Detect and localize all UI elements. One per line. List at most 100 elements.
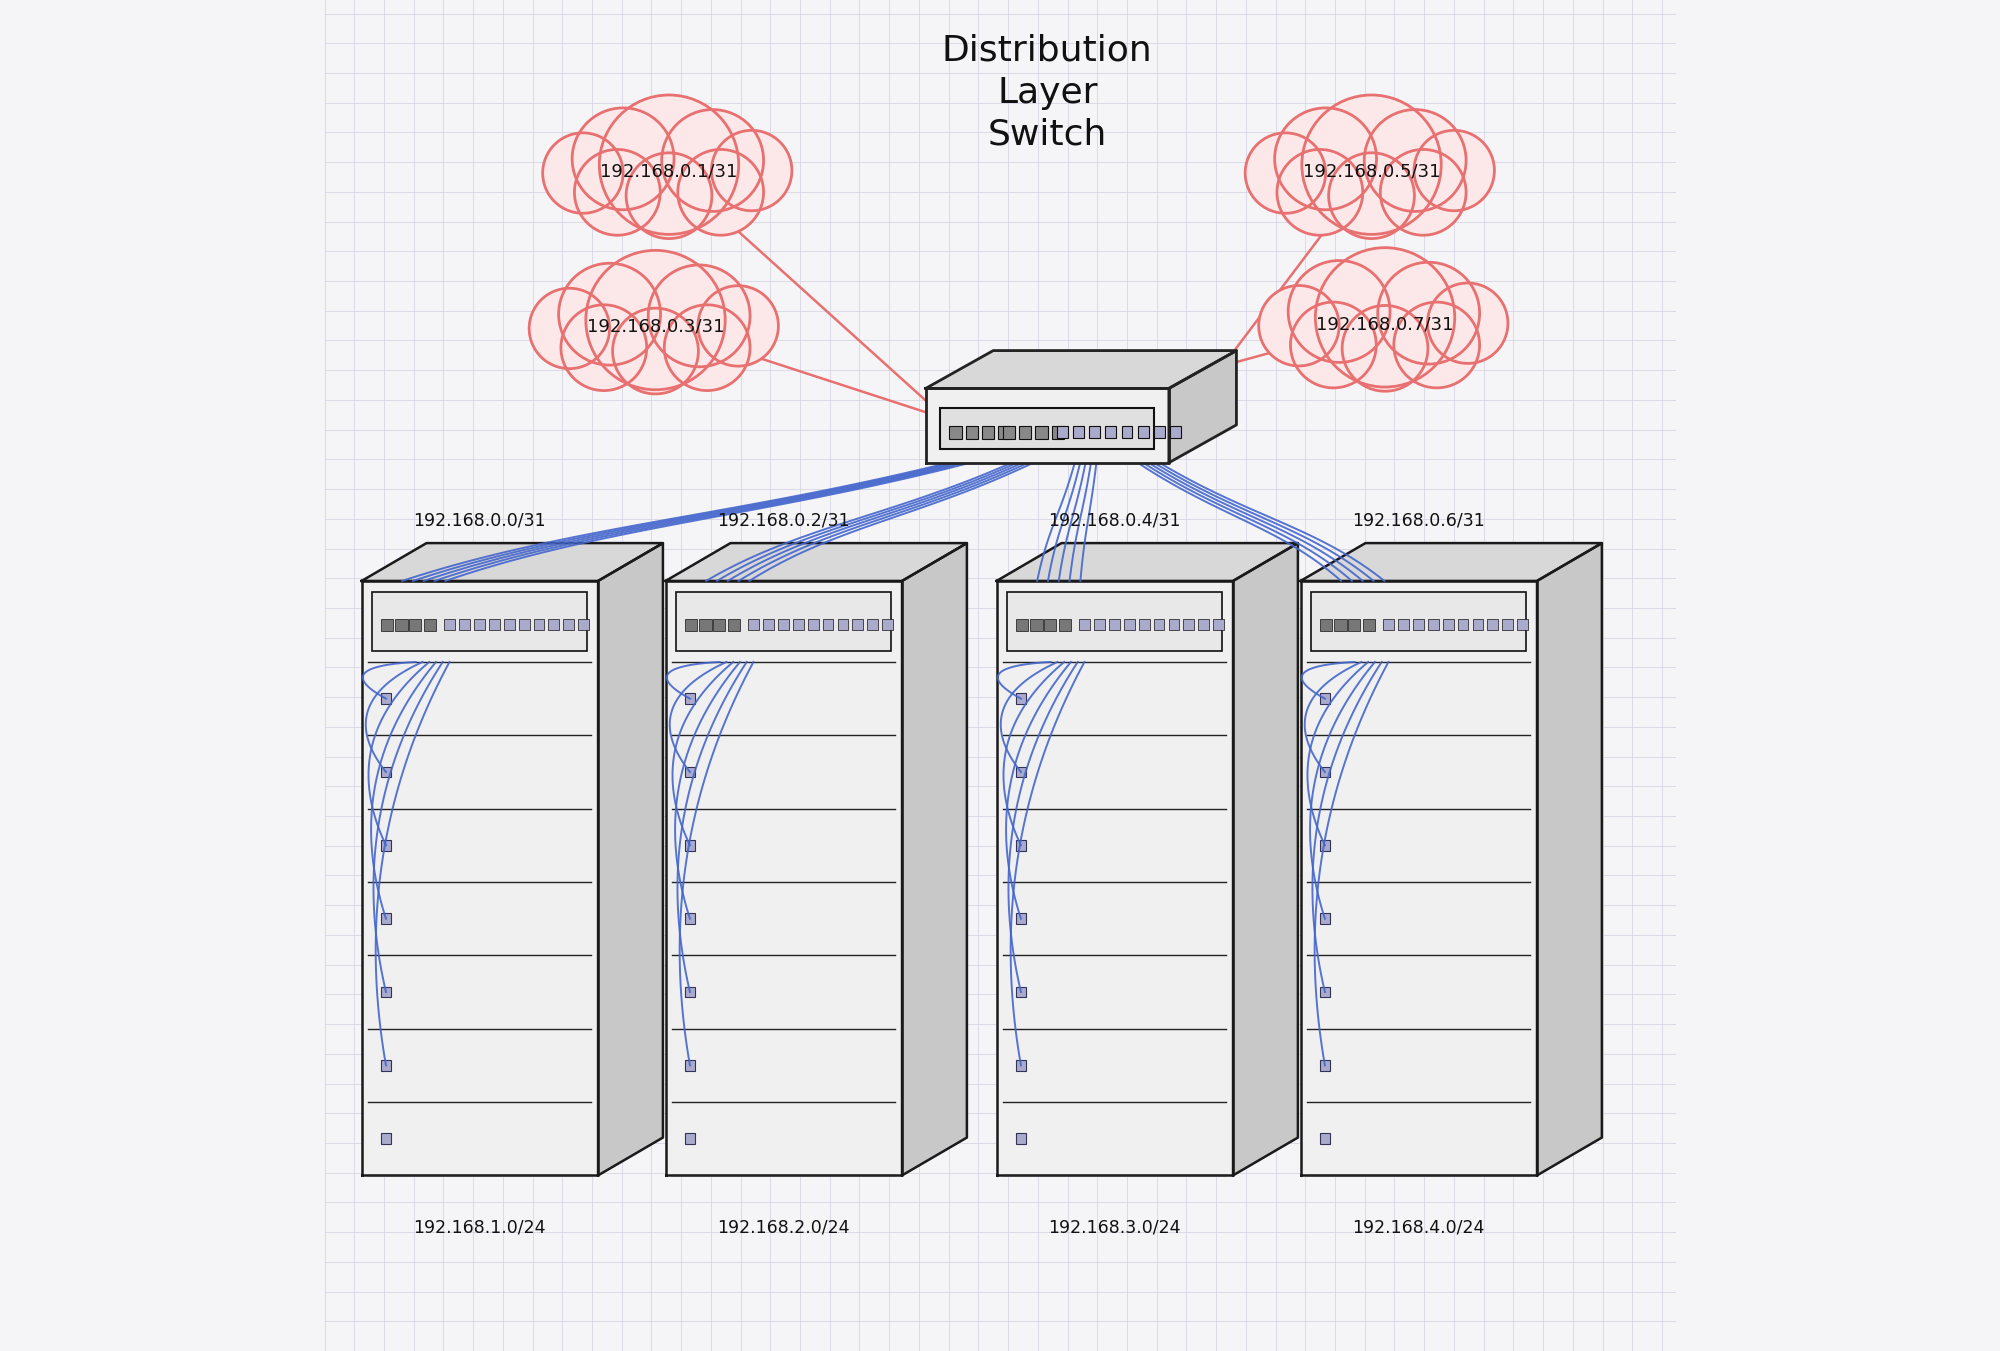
FancyBboxPatch shape [684, 1061, 696, 1071]
Circle shape [662, 109, 764, 211]
FancyBboxPatch shape [380, 1133, 392, 1144]
FancyBboxPatch shape [1334, 619, 1346, 631]
FancyBboxPatch shape [564, 619, 574, 630]
Circle shape [1380, 150, 1466, 235]
FancyBboxPatch shape [1090, 426, 1100, 438]
FancyBboxPatch shape [380, 1061, 392, 1071]
Circle shape [1274, 108, 1376, 209]
FancyBboxPatch shape [380, 766, 392, 777]
FancyBboxPatch shape [1320, 840, 1330, 851]
Circle shape [1258, 285, 1340, 366]
FancyBboxPatch shape [1122, 426, 1132, 438]
Circle shape [574, 150, 660, 235]
FancyBboxPatch shape [578, 619, 588, 630]
Polygon shape [666, 543, 966, 581]
FancyBboxPatch shape [380, 986, 392, 997]
Circle shape [712, 130, 792, 211]
FancyBboxPatch shape [1020, 426, 1032, 439]
FancyBboxPatch shape [1094, 619, 1106, 630]
FancyBboxPatch shape [1056, 426, 1068, 438]
FancyBboxPatch shape [1320, 1133, 1330, 1144]
FancyBboxPatch shape [808, 619, 818, 630]
FancyBboxPatch shape [838, 619, 848, 630]
Circle shape [1302, 95, 1442, 234]
FancyBboxPatch shape [998, 426, 1010, 439]
Polygon shape [1234, 543, 1298, 1175]
FancyBboxPatch shape [1502, 619, 1514, 630]
FancyBboxPatch shape [1320, 619, 1332, 631]
Circle shape [1288, 261, 1390, 362]
FancyBboxPatch shape [1052, 426, 1064, 439]
Circle shape [560, 305, 646, 390]
FancyBboxPatch shape [1080, 619, 1090, 630]
Circle shape [600, 95, 738, 234]
Polygon shape [926, 389, 1168, 462]
FancyBboxPatch shape [1124, 619, 1134, 630]
Circle shape [698, 285, 778, 366]
FancyBboxPatch shape [474, 619, 484, 630]
Polygon shape [1300, 581, 1538, 1175]
Polygon shape [666, 581, 902, 1175]
FancyBboxPatch shape [1016, 693, 1026, 704]
FancyBboxPatch shape [1072, 426, 1084, 438]
Circle shape [1276, 150, 1362, 235]
Text: 192.168.0.6/31: 192.168.0.6/31 [1352, 512, 1486, 530]
FancyBboxPatch shape [1016, 1061, 1026, 1071]
FancyBboxPatch shape [1016, 766, 1026, 777]
FancyBboxPatch shape [460, 619, 470, 630]
FancyBboxPatch shape [676, 592, 892, 651]
FancyBboxPatch shape [1320, 913, 1330, 924]
Text: 192.168.3.0/24: 192.168.3.0/24 [1048, 1219, 1182, 1236]
Text: 192.168.4.0/24: 192.168.4.0/24 [1352, 1219, 1484, 1236]
FancyBboxPatch shape [950, 426, 962, 439]
FancyBboxPatch shape [1518, 619, 1528, 630]
FancyBboxPatch shape [1458, 619, 1468, 630]
Polygon shape [1538, 543, 1602, 1175]
FancyBboxPatch shape [684, 913, 696, 924]
FancyBboxPatch shape [1320, 986, 1330, 997]
FancyBboxPatch shape [822, 619, 834, 630]
FancyBboxPatch shape [1138, 426, 1148, 438]
Text: 192.168.0.3/31: 192.168.0.3/31 [586, 317, 724, 336]
FancyBboxPatch shape [380, 840, 392, 851]
Circle shape [1364, 109, 1466, 211]
Polygon shape [1168, 350, 1236, 462]
Circle shape [664, 305, 750, 390]
Circle shape [1342, 305, 1428, 392]
Polygon shape [362, 543, 662, 581]
Text: 192.168.0.2/31: 192.168.0.2/31 [718, 512, 850, 530]
Text: Distribution
Layer
Switch: Distribution Layer Switch [942, 34, 1152, 151]
Circle shape [1290, 303, 1376, 388]
FancyBboxPatch shape [684, 986, 696, 997]
Text: 192.168.1.0/24: 192.168.1.0/24 [414, 1219, 546, 1236]
Circle shape [678, 150, 764, 235]
FancyBboxPatch shape [1016, 619, 1028, 631]
FancyBboxPatch shape [684, 1133, 696, 1144]
Circle shape [1428, 282, 1508, 363]
Polygon shape [926, 350, 1236, 389]
FancyBboxPatch shape [444, 619, 456, 630]
FancyBboxPatch shape [1002, 426, 1016, 439]
FancyBboxPatch shape [1428, 619, 1438, 630]
FancyBboxPatch shape [684, 766, 696, 777]
Circle shape [586, 250, 726, 389]
FancyBboxPatch shape [1106, 426, 1116, 438]
FancyBboxPatch shape [982, 426, 994, 439]
FancyBboxPatch shape [852, 619, 864, 630]
Circle shape [626, 153, 712, 239]
FancyBboxPatch shape [1016, 840, 1026, 851]
FancyBboxPatch shape [1110, 619, 1120, 630]
Text: 192.168.0.4/31: 192.168.0.4/31 [1048, 512, 1182, 530]
FancyBboxPatch shape [868, 619, 878, 630]
FancyBboxPatch shape [966, 426, 978, 439]
FancyBboxPatch shape [1214, 619, 1224, 630]
FancyBboxPatch shape [1362, 619, 1374, 631]
FancyBboxPatch shape [1384, 619, 1394, 630]
FancyBboxPatch shape [728, 619, 740, 631]
FancyBboxPatch shape [1320, 766, 1330, 777]
FancyBboxPatch shape [1398, 619, 1410, 630]
FancyBboxPatch shape [380, 619, 392, 631]
Text: 192.168.0.0/31: 192.168.0.0/31 [414, 512, 546, 530]
FancyBboxPatch shape [1058, 619, 1070, 631]
Polygon shape [902, 543, 966, 1175]
